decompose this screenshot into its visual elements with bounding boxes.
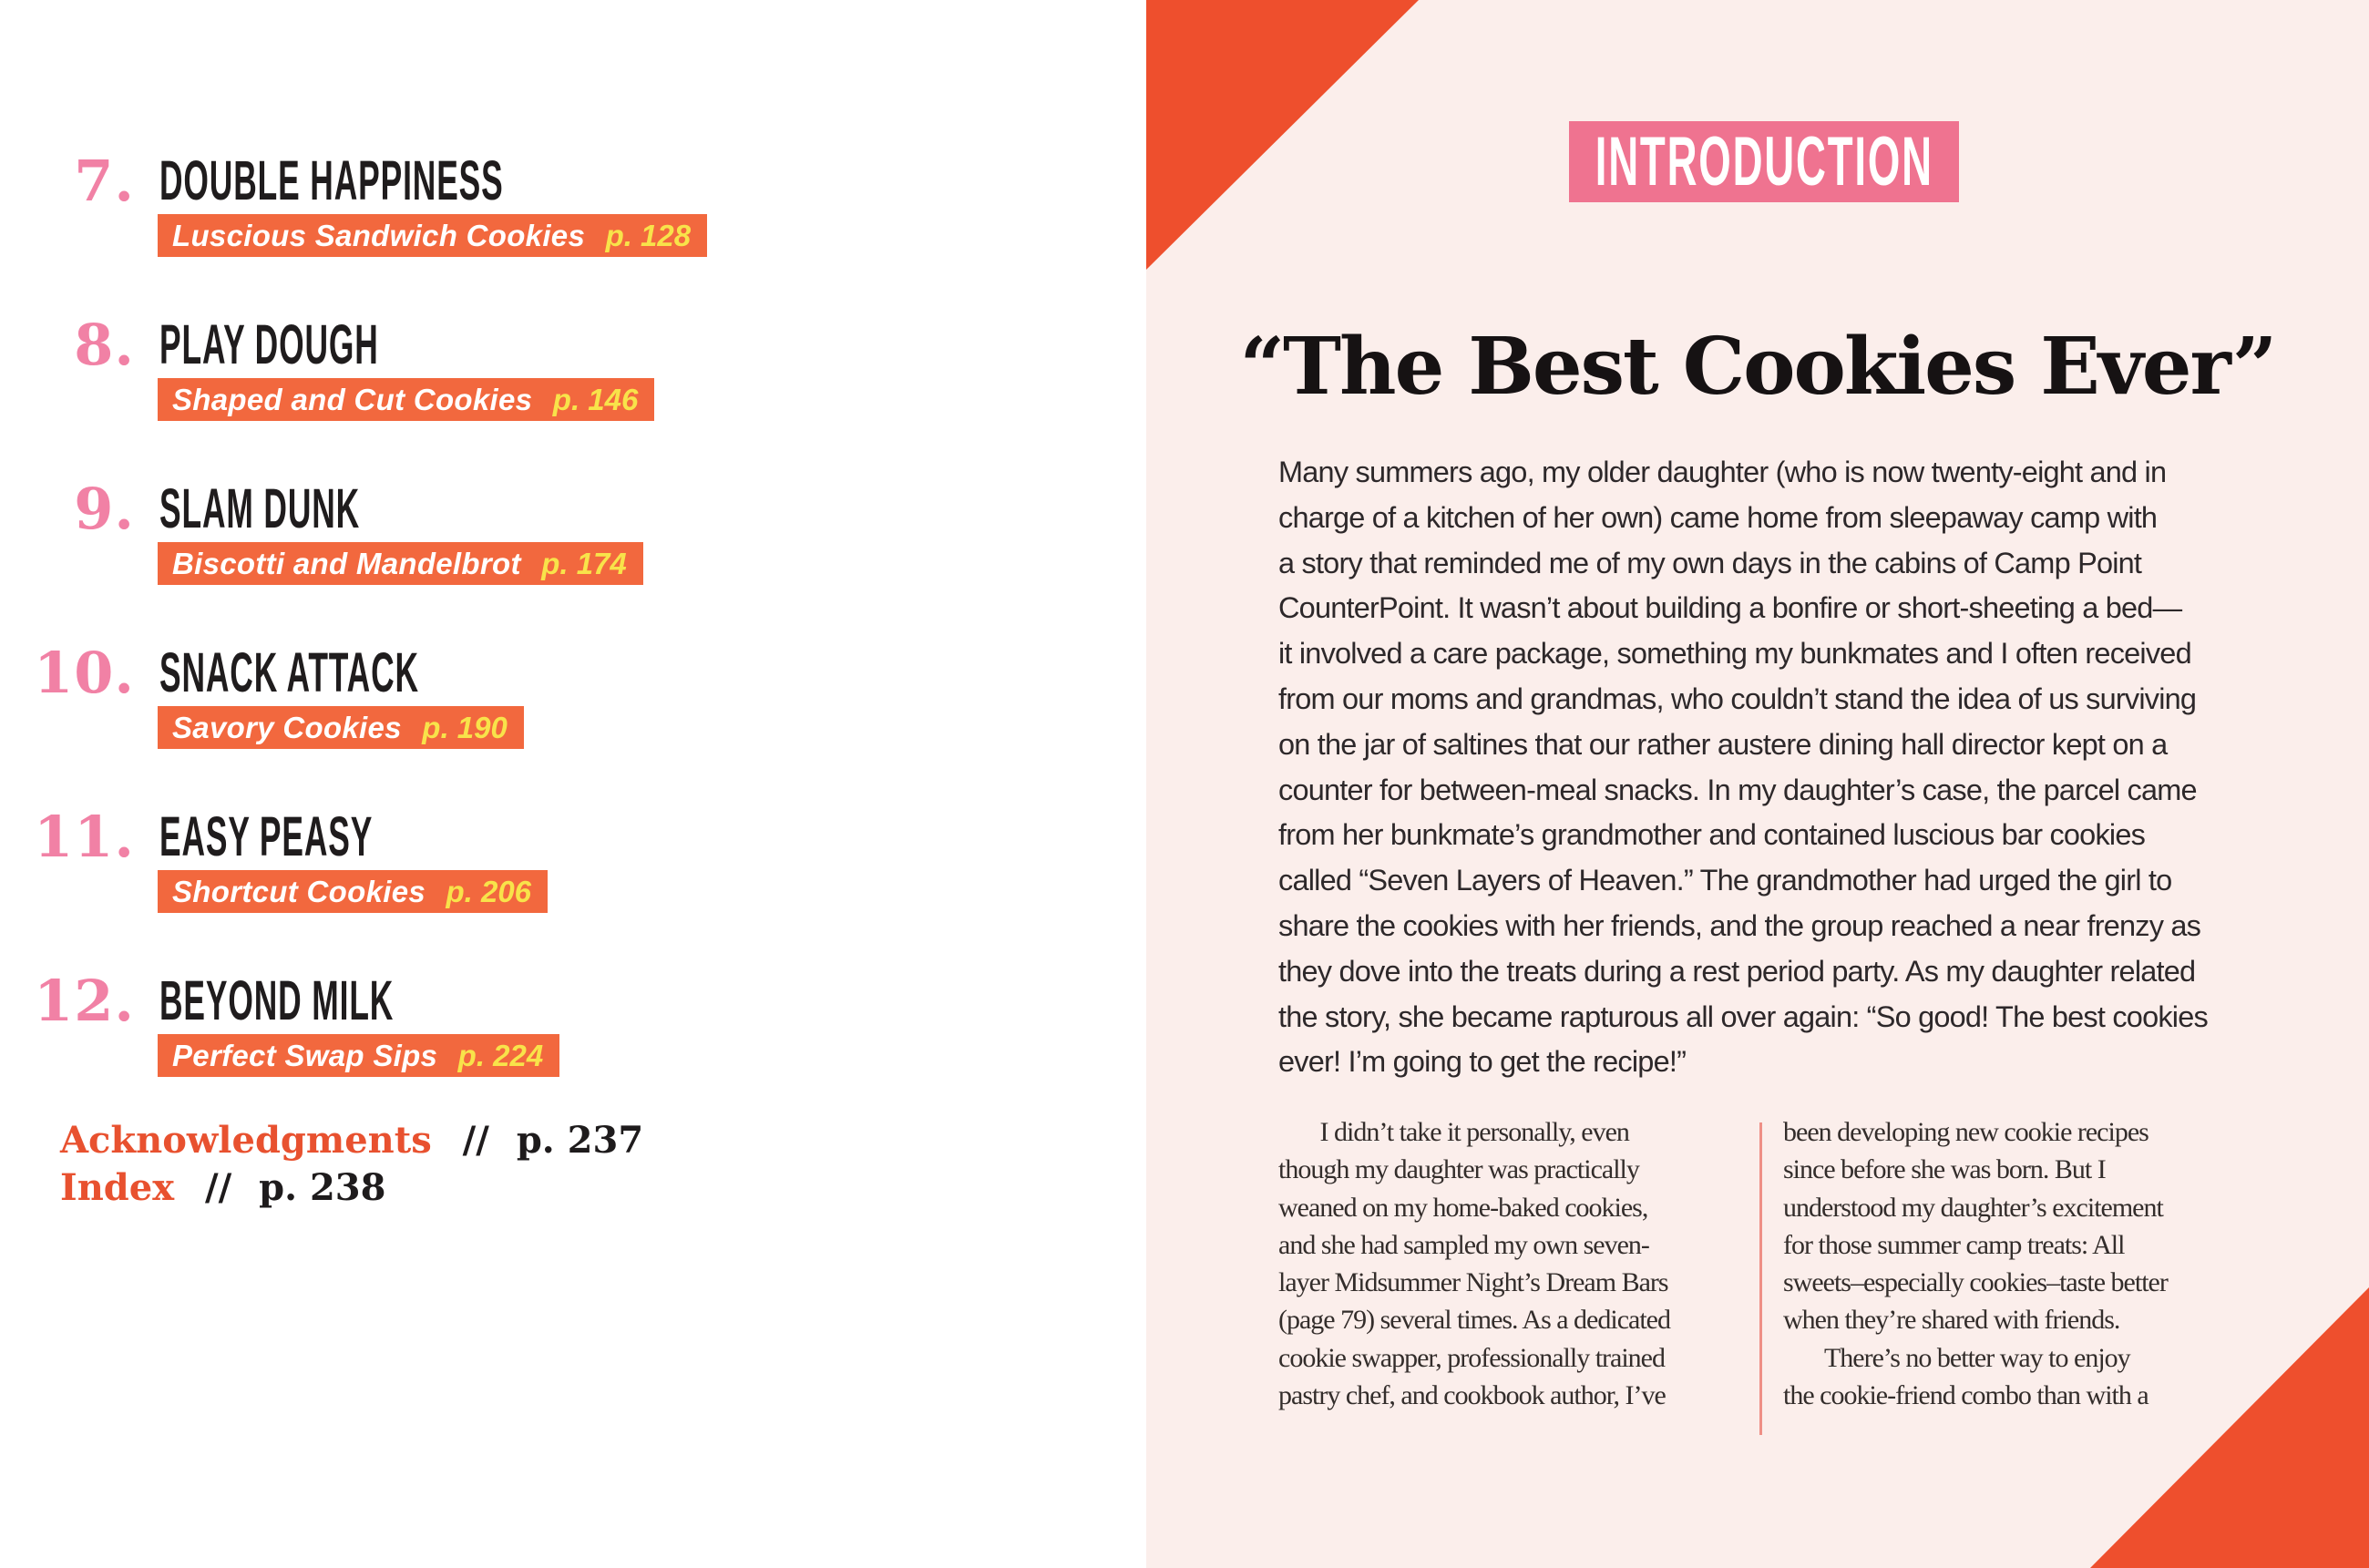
- column-line: for those summer camp treats: All: [1783, 1229, 2125, 1260]
- chapter-page-number: p. 128: [605, 219, 692, 252]
- extra-separator: //: [462, 1120, 489, 1162]
- chapter-title: BEYOND MILK: [159, 969, 395, 1031]
- extra-label: Index: [60, 1166, 175, 1209]
- column-line: though my daughter was practically: [1278, 1154, 1640, 1185]
- toc-list: 7. DOUBLE HAPPINESS Luscious Sandwich Co…: [34, 149, 753, 1135]
- chapter-subtitle-bar: Shaped and Cut Cookies p. 146: [158, 378, 655, 421]
- toc-item-head: 10. SNACK ATTACK: [34, 641, 753, 703]
- toc-extra-line: Acknowledgments // p. 237: [60, 1117, 643, 1164]
- introduction-badge-label: INTRODUCTION: [1595, 123, 1933, 200]
- intro-line: called “Seven Layers of Heaven.” The gra…: [1278, 864, 2172, 897]
- chapter-subtitle-bar: Perfect Swap Sips p. 224: [158, 1034, 560, 1077]
- chapter-subtitle: Shaped and Cut Cookies: [172, 383, 533, 416]
- toc-item-head: 8. PLAY DOUGH: [74, 313, 753, 375]
- column-line: (page 79) several times. As a dedicated: [1278, 1305, 1671, 1336]
- column-divider: [1759, 1122, 1762, 1435]
- chapter-number: 11.: [34, 804, 135, 870]
- chapter-title: SNACK ATTACK: [159, 641, 419, 703]
- toc-extra-line: Index // p. 238: [60, 1164, 643, 1212]
- intro-line: it involved a care package, something my…: [1278, 637, 2192, 671]
- extra-label: Acknowledgments: [60, 1119, 432, 1162]
- chapter-title: PLAY DOUGH: [159, 313, 379, 375]
- chapter-title: SLAM DUNK: [159, 477, 361, 539]
- chapter-number: 9.: [74, 476, 135, 542]
- chapter-page-number: p. 190: [422, 711, 508, 744]
- chapter-subtitle-bar: Shortcut Cookies p. 206: [158, 870, 549, 913]
- column-line: cookie swapper, professionally trained: [1278, 1342, 1666, 1373]
- intro-line: counter for between-meal snacks. In my d…: [1278, 773, 2198, 806]
- column-line: the cookie-friend combo than with a: [1783, 1380, 2149, 1411]
- column-line: layer Midsummer Night’s Dream Bars: [1278, 1267, 1669, 1298]
- chapter-number: 12.: [34, 968, 135, 1034]
- column-line: There’s no better way to enjoy: [1783, 1342, 2131, 1373]
- chapter-subtitle: Shortcut Cookies: [172, 875, 426, 908]
- column-line: pastry chef, and cookbook author, I’ve: [1278, 1380, 1667, 1411]
- introduction-badge: INTRODUCTION: [1569, 121, 1959, 202]
- chapter-number: 10.: [34, 640, 135, 706]
- chapter-subtitle-bar: Biscotti and Mandelbrot p. 174: [158, 542, 643, 585]
- chapter-page-number: p. 146: [552, 383, 639, 416]
- column-line: been developing new cookie recipes: [1783, 1117, 2149, 1147]
- column-line: since before she was born. But I: [1783, 1154, 2107, 1185]
- toc-item: 8. PLAY DOUGH Shaped and Cut Cookies p. …: [74, 313, 753, 479]
- chapter-title: DOUBLE HAPPINESS: [159, 149, 504, 211]
- intro-line: the story, she became rapturous all over…: [1278, 999, 2209, 1033]
- extra-separator: //: [205, 1167, 232, 1209]
- extra-page-number: p. 237: [516, 1119, 644, 1162]
- chapter-page-number: p. 174: [541, 547, 627, 580]
- intro-line: ever! I’m going to get the recipe!”: [1278, 1045, 1687, 1079]
- toc-item: 9. SLAM DUNK Biscotti and Mandelbrot p. …: [74, 477, 753, 643]
- column-line: and she had sampled my own seven-: [1278, 1229, 1650, 1260]
- toc-extras: Acknowledgments // p. 237 Index // p. 23…: [60, 1117, 643, 1212]
- intro-line: share the cookies with her friends, and …: [1278, 908, 2201, 942]
- chapter-number: 7.: [74, 148, 135, 214]
- extra-page-number: p. 238: [259, 1166, 386, 1209]
- toc-item: 10. SNACK ATTACK Savory Cookies p. 190: [34, 641, 753, 807]
- column-line: understood my daughter’s excitement: [1783, 1192, 2164, 1223]
- chapter-subtitle-bar: Luscious Sandwich Cookies p. 128: [158, 214, 708, 257]
- toc-item: 7. DOUBLE HAPPINESS Luscious Sandwich Co…: [74, 149, 753, 315]
- chapter-subtitle-bar: Savory Cookies p. 190: [158, 706, 524, 749]
- toc-item-head: 9. SLAM DUNK: [74, 477, 753, 539]
- toc-item-head: 12. BEYOND MILK: [34, 969, 753, 1031]
- chapter-subtitle: Perfect Swap Sips: [172, 1039, 438, 1072]
- column-left: I didn’t take it personally, even though…: [1278, 1113, 1671, 1414]
- chapter-page-number: p. 206: [446, 875, 532, 908]
- chapter-title: EASY PEASY: [159, 805, 374, 867]
- toc-item-head: 7. DOUBLE HAPPINESS: [74, 149, 753, 211]
- toc-item-head: 11. EASY PEASY: [34, 805, 753, 867]
- toc-item: 12. BEYOND MILK Perfect Swap Sips p. 224: [34, 969, 753, 1135]
- column-line: sweets–especially cookies–taste better: [1783, 1267, 2169, 1298]
- intro-line: from our moms and grandmas, who couldn’t…: [1278, 682, 2197, 715]
- corner-triangle-top-left: [1146, 0, 1419, 270]
- right-page-introduction: INTRODUCTION “The Best Cookies Ever” Man…: [1146, 0, 2369, 1568]
- column-line: when they’re shared with friends.: [1783, 1305, 2120, 1336]
- intro-line: CounterPoint. It wasn’t about building a…: [1278, 591, 2182, 625]
- intro-line: a story that reminded me of my own days …: [1278, 546, 2142, 579]
- chapter-subtitle: Biscotti and Mandelbrot: [172, 547, 521, 580]
- chapter-page-number: p. 224: [457, 1039, 544, 1072]
- chapter-subtitle: Savory Cookies: [172, 711, 402, 744]
- toc-item: 11. EASY PEASY Shortcut Cookies p. 206: [34, 805, 753, 971]
- intro-line: they dove into the treats during a rest …: [1278, 954, 2196, 988]
- left-page-toc: 7. DOUBLE HAPPINESS Luscious Sandwich Co…: [0, 0, 1146, 1568]
- intro-line: Many summers ago, my older daughter (who…: [1278, 456, 2167, 488]
- intro-line: charge of a kitchen of her own) came hom…: [1278, 500, 2158, 534]
- section-heading: “The Best Cookies Ever”: [1239, 321, 2278, 413]
- intro-line: on the jar of saltines that our rather a…: [1278, 727, 2168, 761]
- intro-paragraph: Many summers ago, my older daughter (who…: [1278, 450, 2209, 1085]
- column-right: been developing new cookie recipes since…: [1783, 1113, 2169, 1414]
- chapter-subtitle: Luscious Sandwich Cookies: [172, 219, 586, 252]
- column-line: weaned on my home-baked cookies,: [1278, 1192, 1648, 1223]
- column-line: I didn’t take it personally, even: [1278, 1117, 1630, 1147]
- chapter-number: 8.: [74, 312, 135, 378]
- intro-line: from her bunkmate’s grandmother and cont…: [1278, 818, 2146, 852]
